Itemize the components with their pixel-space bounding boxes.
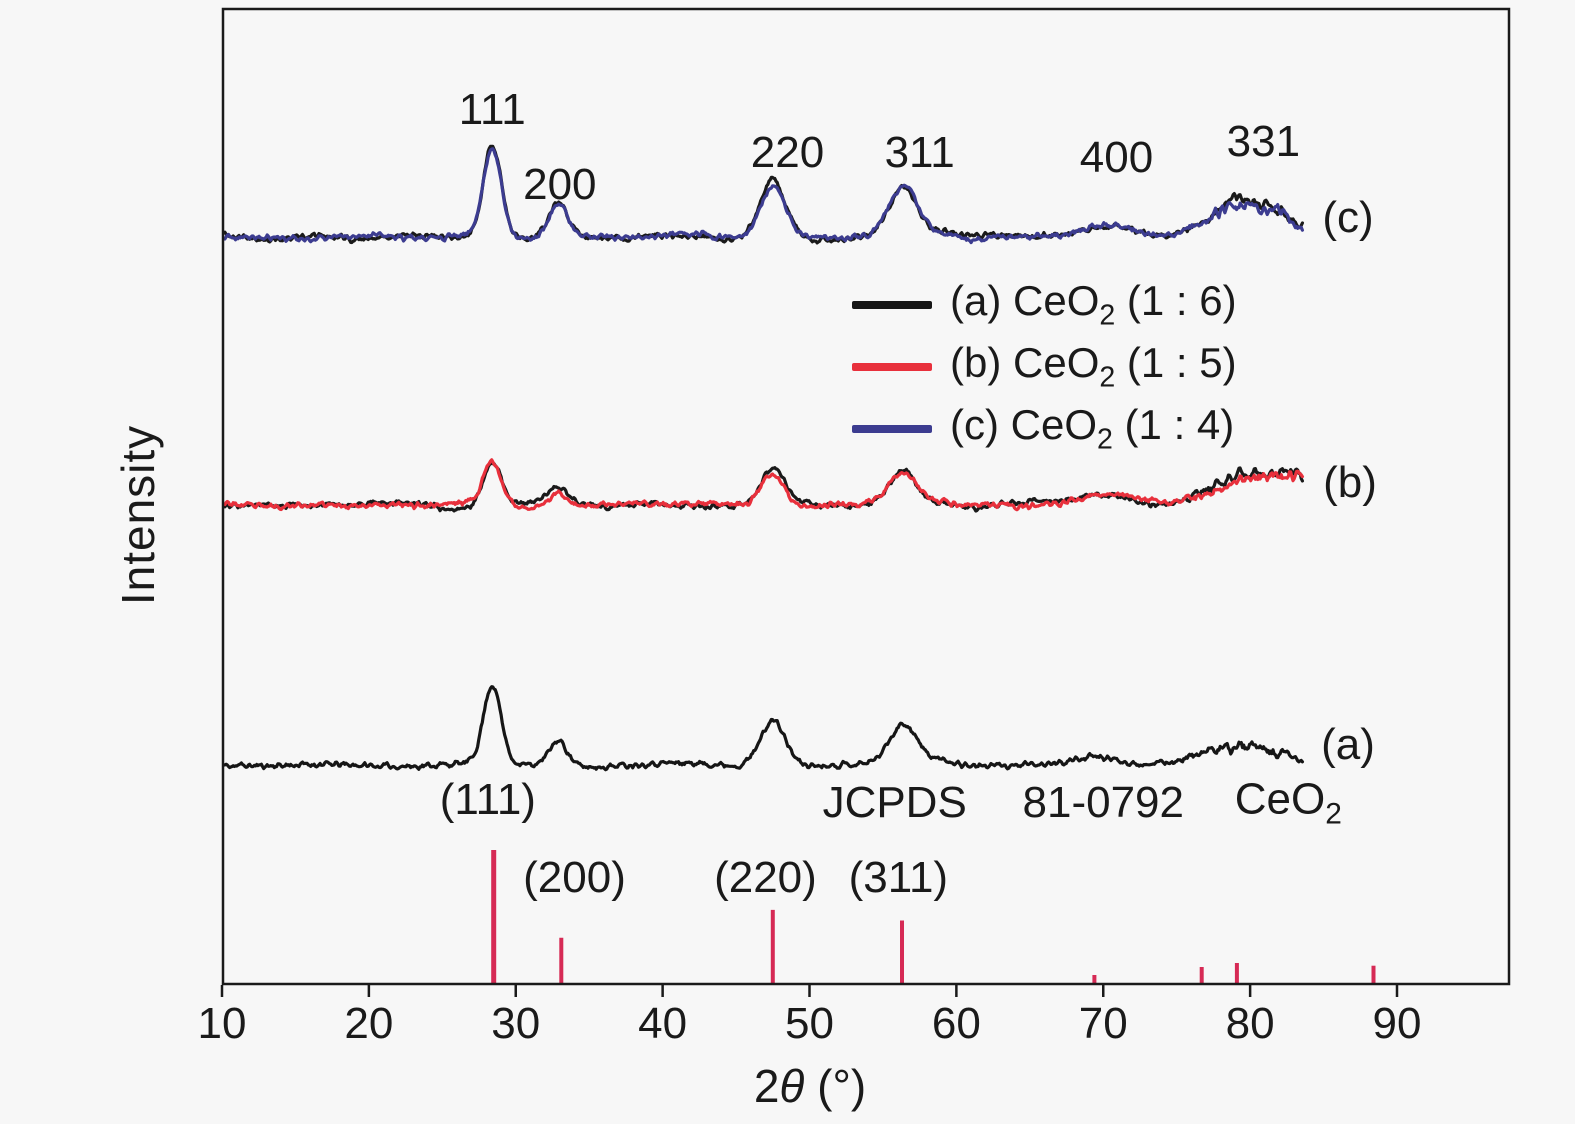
x-tick-label-10: 10 — [197, 999, 247, 1048]
x-axis-title-pre: 2 — [753, 1060, 780, 1112]
x-axis-title-post: (°) — [804, 1060, 867, 1112]
x-axis-title-theta: θ — [779, 1060, 805, 1112]
peak-label-400: 400 — [1079, 133, 1154, 182]
peak-label-111: 111 — [458, 85, 526, 134]
series-end-label-c: (c) — [1322, 193, 1374, 242]
peak-label-220: 220 — [750, 128, 825, 177]
legend-line-swatch — [852, 300, 932, 309]
ref-label-311: (311) — [848, 853, 949, 902]
legend-item-2: (b) CeO2 (1 : 5) — [852, 339, 1237, 393]
x-tick-label-90: 90 — [1372, 999, 1422, 1048]
x-tick-label-80: 80 — [1225, 999, 1275, 1048]
x-tick-label-20: 20 — [344, 999, 394, 1048]
x-tick-label-50: 50 — [785, 999, 834, 1048]
series-end-label-a: (a) — [1321, 720, 1375, 769]
peak-label-311: 311 — [884, 128, 955, 177]
x-tick-label-30: 30 — [491, 999, 541, 1048]
legend-label: (a) CeO2 (1 : 6) — [950, 276, 1237, 332]
ref-label-220: (220) — [714, 853, 817, 902]
peak-label-200: 200 — [523, 160, 597, 209]
y-axis-title-text: Intensity — [112, 424, 164, 606]
legend-line-swatch — [852, 362, 932, 371]
legend: (a) CeO2 (1 : 6) (b) CeO2 (1 : 5) (c) CeO2… — [852, 277, 1237, 455]
legend-line-swatch — [852, 424, 932, 433]
legend-item-3: (c) CeO2 (1 : 4) — [852, 401, 1237, 455]
y-axis-title: Intensity — [111, 425, 165, 605]
ref-label-CeO: CeO2 — [1234, 774, 1342, 831]
ref-label-111: (111) — [439, 775, 536, 824]
peak-label-331: 331 — [1226, 117, 1301, 166]
legend-label: (c) CeO2 (1 : 4) — [950, 400, 1235, 456]
series-end-label-b: (b) — [1323, 458, 1377, 507]
ref-label-200: (200) — [523, 853, 626, 902]
x-tick-label-70: 70 — [1078, 999, 1128, 1048]
x-tick-label-40: 40 — [638, 999, 688, 1048]
x-axis-title: 2θ (°) — [754, 1059, 866, 1113]
x-tick-label-60: 60 — [931, 999, 981, 1048]
legend-label: (b) CeO2 (1 : 5) — [950, 338, 1237, 394]
ref-label-JCPDS: JCPDS — [822, 778, 967, 827]
ref-label-81-0792: 81-0792 — [1022, 778, 1184, 827]
legend-item-1: (a) CeO2 (1 : 6) — [852, 277, 1237, 331]
